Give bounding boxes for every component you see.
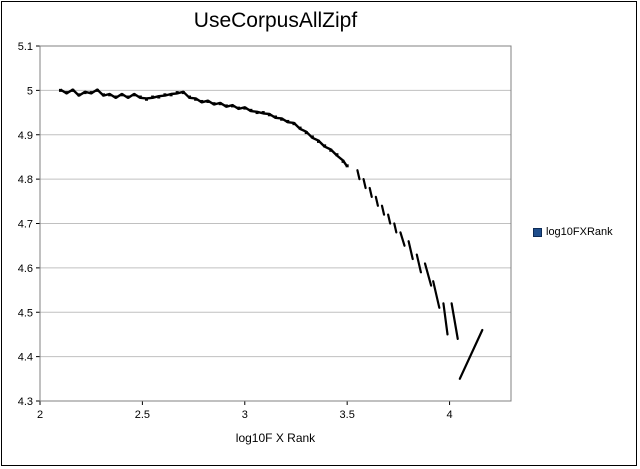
y-tick-label: 4.5 xyxy=(18,307,33,319)
data-point xyxy=(212,102,216,106)
data-segment xyxy=(356,169,361,181)
data-point xyxy=(200,99,204,103)
data-segment xyxy=(442,302,449,336)
data-point xyxy=(95,88,99,92)
data-point xyxy=(267,113,271,117)
data-segment xyxy=(399,231,406,247)
chart-title: UseCorpusAllZipf xyxy=(193,9,358,32)
data-point xyxy=(169,93,173,97)
data-point xyxy=(243,106,247,110)
data-point xyxy=(329,148,333,152)
y-tick-label: 4.9 xyxy=(18,130,33,142)
legend-swatch xyxy=(533,227,542,237)
x-tick-label: 2 xyxy=(37,409,43,421)
data-point xyxy=(323,144,327,148)
data-point xyxy=(108,93,112,97)
data-point xyxy=(237,106,241,110)
data-segment xyxy=(458,328,484,380)
y-tick-label: 4.3 xyxy=(18,396,33,408)
data-segment xyxy=(368,186,373,198)
data-point xyxy=(89,91,93,95)
data-segment xyxy=(432,280,441,309)
x-tick-label: 2.5 xyxy=(135,409,150,421)
data-segment xyxy=(393,222,398,234)
data-point xyxy=(181,91,185,95)
y-tick-label: 4.8 xyxy=(18,174,33,186)
y-tick-label: 4.7 xyxy=(18,219,33,231)
data-point xyxy=(335,153,339,157)
data-point xyxy=(71,88,75,92)
legend-label: log10FXRank xyxy=(546,226,613,238)
y-tick-label: 4.4 xyxy=(18,352,33,364)
data-point xyxy=(83,91,87,95)
data-point xyxy=(286,119,290,123)
data-segment xyxy=(423,262,433,287)
data-point xyxy=(77,93,81,97)
data-point xyxy=(206,99,210,103)
y-tick-label: 4.6 xyxy=(18,263,33,275)
data-point xyxy=(249,108,253,112)
series-line xyxy=(59,88,349,168)
series-log10fxrank xyxy=(58,88,484,380)
data-point xyxy=(114,95,118,99)
data-segment xyxy=(374,195,379,207)
data-point xyxy=(163,93,167,97)
legend: log10FXRank xyxy=(533,226,613,238)
plot-border xyxy=(39,45,512,402)
data-point xyxy=(218,102,222,106)
data-point xyxy=(345,164,349,168)
data-point xyxy=(274,115,277,119)
y-tick-label: 5 xyxy=(27,85,33,97)
data-point xyxy=(126,95,130,99)
x-tick-label: 4 xyxy=(447,409,453,421)
data-point xyxy=(194,97,198,101)
data-point xyxy=(255,111,259,115)
x-tick-label: 3 xyxy=(242,409,248,421)
data-point xyxy=(144,97,148,101)
data-segment xyxy=(415,253,422,274)
data-point xyxy=(261,111,265,115)
data-point xyxy=(187,95,191,99)
data-point xyxy=(157,95,161,99)
data-segment xyxy=(380,204,386,216)
data-point xyxy=(298,126,302,130)
data-point xyxy=(304,131,308,135)
x-tick-labels: 2 2.5 3 3.5 4 xyxy=(37,409,453,421)
x-axis-label: log10F X Rank xyxy=(235,431,316,445)
data-point xyxy=(65,91,69,95)
data-point xyxy=(341,159,345,163)
data-point xyxy=(280,117,284,121)
y-tick-label: 5.1 xyxy=(18,41,33,53)
data-point xyxy=(151,95,155,99)
data-point xyxy=(101,93,105,97)
data-point xyxy=(317,139,321,143)
data-point xyxy=(230,104,234,108)
data-point xyxy=(224,104,228,108)
y-tick-labels: 4.3 4.4 4.5 4.6 4.7 4.8 4.9 5 5.1 xyxy=(18,41,33,408)
data-segment xyxy=(387,213,392,225)
data-point xyxy=(310,135,314,139)
gridlines xyxy=(40,45,511,402)
data-point xyxy=(175,91,179,95)
axes xyxy=(36,45,512,405)
data-segment xyxy=(362,178,367,190)
data-point xyxy=(58,88,62,92)
data-point xyxy=(120,93,124,97)
x-tick-label: 3.5 xyxy=(340,409,355,421)
data-point xyxy=(132,93,136,97)
data-point xyxy=(292,122,296,126)
data-segment xyxy=(407,240,414,261)
data-point xyxy=(138,95,142,99)
data-segment xyxy=(450,302,459,340)
